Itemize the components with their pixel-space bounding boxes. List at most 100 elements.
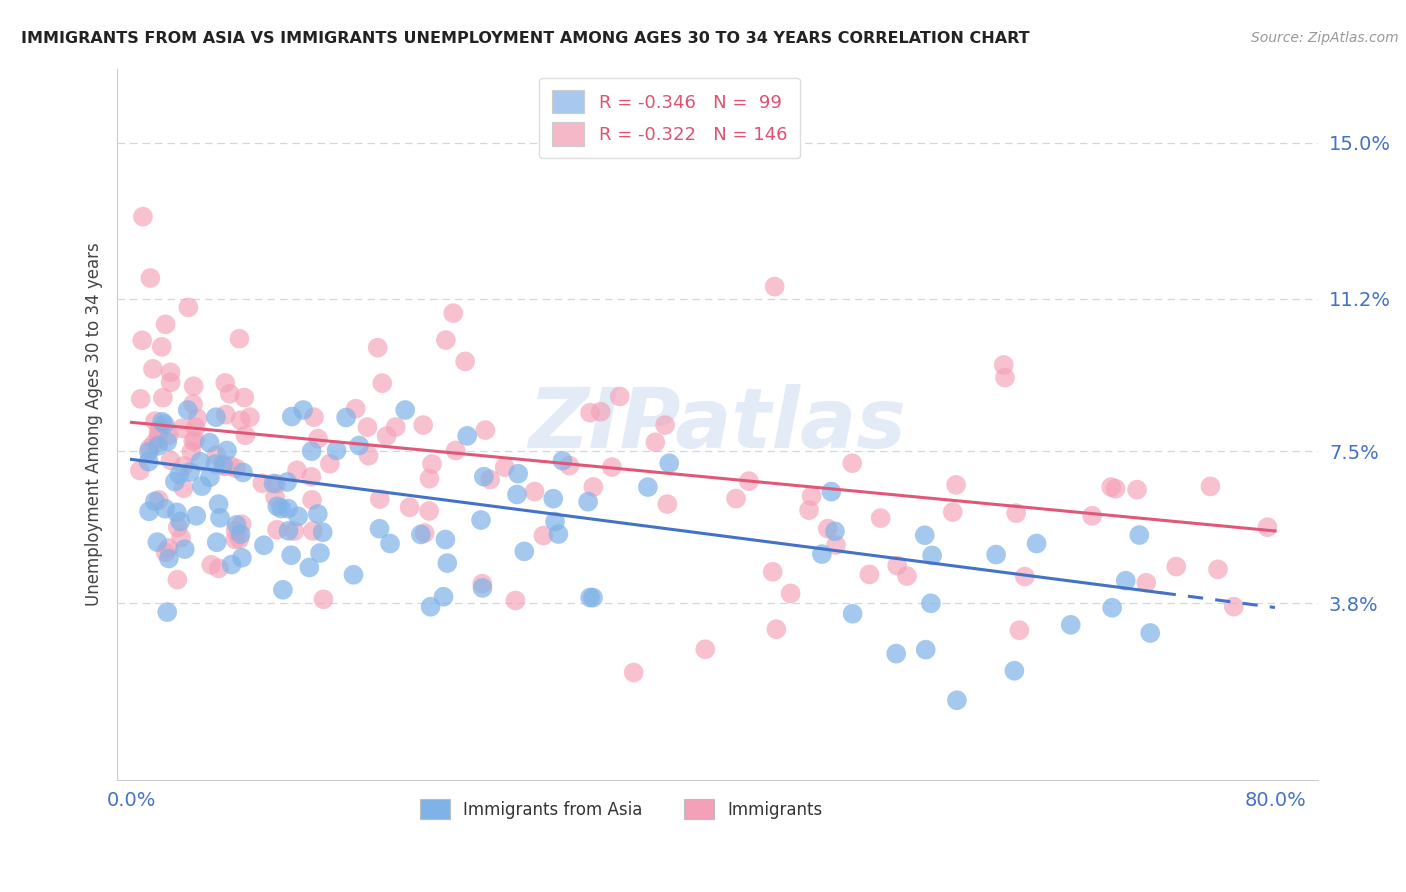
Point — [347, 438, 370, 452]
Point — [181, 397, 204, 411]
Point — [215, 408, 238, 422]
Point — [156, 605, 179, 619]
Point — [307, 507, 329, 521]
Point — [186, 508, 208, 523]
Point — [579, 591, 602, 605]
Point — [221, 558, 243, 572]
Point — [157, 428, 180, 442]
Point — [884, 647, 907, 661]
Point — [434, 533, 457, 547]
Point — [262, 476, 284, 491]
Point — [235, 428, 257, 442]
Point — [180, 444, 202, 458]
Point — [166, 505, 188, 519]
Point — [142, 437, 165, 451]
Text: Source: ZipAtlas.com: Source: ZipAtlas.com — [1251, 31, 1399, 45]
Point — [150, 415, 173, 429]
Point — [623, 665, 645, 680]
Point — [420, 457, 443, 471]
Point — [394, 403, 416, 417]
Point — [239, 410, 262, 425]
Point — [654, 418, 676, 433]
Point — [817, 522, 839, 536]
Point — [600, 460, 623, 475]
Point — [190, 455, 212, 469]
Point — [579, 406, 602, 420]
Point — [166, 573, 188, 587]
Point — [335, 410, 357, 425]
Point — [128, 463, 150, 477]
Point — [177, 301, 200, 315]
Point — [724, 491, 747, 506]
Point — [841, 456, 863, 470]
Point — [547, 527, 569, 541]
Point — [896, 569, 918, 583]
Point — [159, 376, 181, 390]
Legend: Immigrants from Asia, Immigrants: Immigrants from Asia, Immigrants — [413, 793, 830, 825]
Point — [301, 492, 323, 507]
Point — [609, 389, 631, 403]
Text: ZIPatlas: ZIPatlas — [529, 384, 907, 465]
Point — [984, 548, 1007, 562]
Point — [285, 463, 308, 477]
Point — [436, 556, 458, 570]
Point — [434, 333, 457, 347]
Point — [166, 520, 188, 534]
Point — [544, 515, 567, 529]
Point — [184, 433, 207, 447]
Point — [207, 497, 229, 511]
Point — [1223, 599, 1246, 614]
Text: IMMIGRANTS FROM ASIA VS IMMIGRANTS UNEMPLOYMENT AMONG AGES 30 TO 34 YEARS CORREL: IMMIGRANTS FROM ASIA VS IMMIGRANTS UNEMP… — [21, 31, 1029, 46]
Point — [505, 593, 527, 607]
Point — [146, 431, 169, 445]
Point — [993, 358, 1015, 372]
Point — [138, 442, 160, 456]
Point — [582, 480, 605, 494]
Point — [1199, 479, 1222, 493]
Point — [208, 511, 231, 525]
Point — [205, 448, 228, 462]
Point — [155, 318, 177, 332]
Point — [695, 642, 717, 657]
Point — [368, 492, 391, 507]
Point — [183, 379, 205, 393]
Point — [800, 489, 823, 503]
Point — [148, 492, 170, 507]
Point — [472, 469, 495, 483]
Point — [312, 525, 335, 540]
Point — [914, 642, 936, 657]
Point — [153, 501, 176, 516]
Point — [637, 480, 659, 494]
Point — [494, 460, 516, 475]
Point — [1005, 506, 1028, 520]
Point — [208, 561, 231, 575]
Point — [266, 523, 288, 537]
Point — [1126, 483, 1149, 497]
Point — [456, 429, 478, 443]
Point — [205, 535, 228, 549]
Point — [765, 622, 787, 636]
Point — [157, 551, 180, 566]
Point — [1206, 562, 1229, 576]
Point — [129, 392, 152, 406]
Point — [413, 526, 436, 541]
Point — [233, 391, 256, 405]
Point — [738, 474, 761, 488]
Point — [920, 596, 942, 610]
Point — [212, 458, 235, 472]
Point — [1014, 569, 1036, 583]
Point — [474, 423, 496, 437]
Point — [214, 376, 236, 390]
Point — [858, 567, 880, 582]
Point — [479, 473, 502, 487]
Point — [418, 472, 440, 486]
Point — [444, 443, 467, 458]
Point — [825, 538, 848, 552]
Point — [994, 370, 1017, 384]
Point — [252, 476, 274, 491]
Point — [229, 413, 252, 427]
Point — [167, 467, 190, 482]
Point — [368, 522, 391, 536]
Point — [841, 607, 863, 621]
Point — [173, 458, 195, 473]
